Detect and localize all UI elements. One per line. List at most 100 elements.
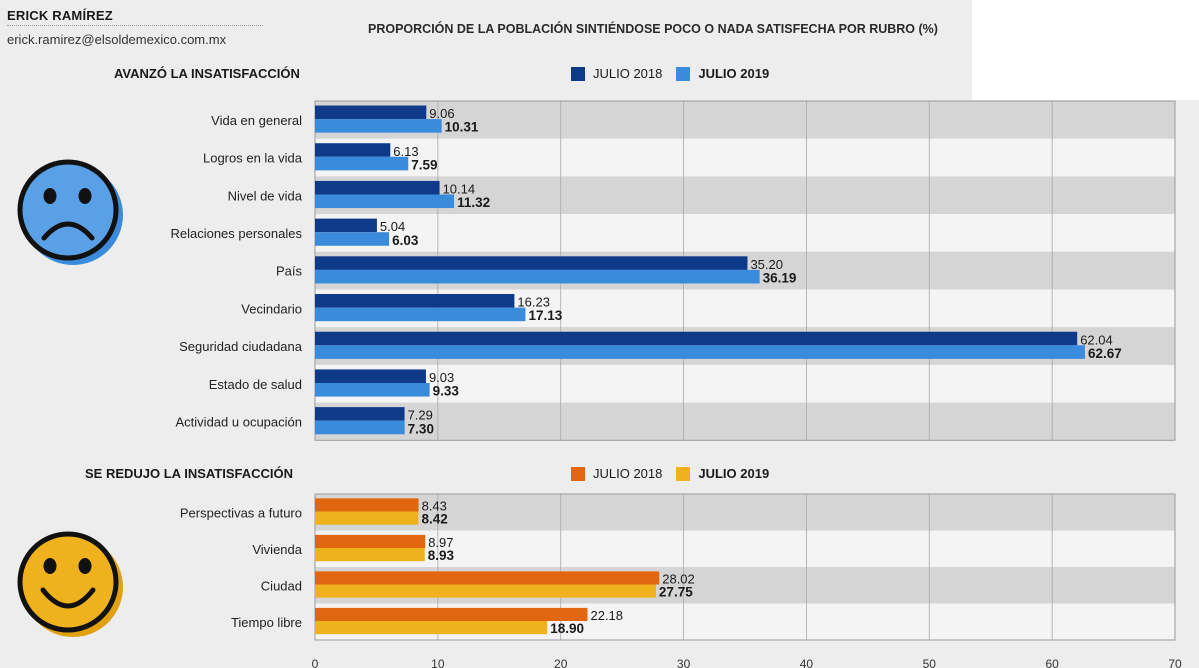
bar	[315, 156, 409, 171]
bar	[315, 607, 588, 622]
legend-swatch-2019	[676, 66, 691, 81]
category-label: Logros en la vida	[203, 151, 303, 166]
data-label: 8.97	[428, 535, 453, 550]
bar	[315, 534, 426, 549]
category-label: Vida en general	[211, 113, 302, 128]
bar	[315, 218, 377, 233]
bar	[315, 621, 548, 635]
legend-item-2019-yellow: JULIO 2019	[676, 466, 769, 481]
data-label: 7.59	[411, 157, 437, 172]
bar	[315, 345, 1085, 359]
row-band	[315, 494, 1175, 531]
row-band	[315, 530, 1175, 567]
data-label: 5.04	[380, 219, 405, 234]
x-tick-label: 0	[312, 657, 319, 668]
section-title-decrease: SE REDUJO LA INSATISFACCIÓN	[85, 466, 294, 481]
bar	[315, 369, 426, 383]
bar	[315, 256, 748, 270]
data-label: 7.30	[408, 421, 434, 436]
data-label: 27.75	[659, 585, 693, 600]
row-band	[315, 101, 1175, 139]
category-label: Ciudad	[261, 578, 302, 593]
bar	[315, 548, 425, 562]
data-label: 16.23	[517, 295, 550, 310]
legend-label-2019: JULIO 2019	[698, 66, 770, 81]
row-band	[315, 214, 1175, 252]
bar	[315, 194, 455, 209]
data-label: 9.33	[433, 384, 460, 399]
category-label: Seguridad ciudadana	[179, 339, 303, 354]
bar	[315, 382, 430, 397]
legend-swatch-2019-yellow	[676, 466, 691, 481]
data-label: 22.18	[590, 608, 623, 623]
chart-title: PROPORCIÓN DE LA POBLACIÓN SINTIÉNDOSE P…	[368, 22, 938, 36]
bar	[315, 331, 1078, 346]
data-label: 7.29	[408, 408, 433, 423]
x-tick-label: 50	[923, 657, 937, 668]
bar	[315, 307, 526, 322]
category-label: Actividad u ocupación	[176, 414, 302, 429]
category-label: Estado de salud	[209, 377, 302, 392]
bar	[315, 119, 442, 133]
legend-swatch-2018-orange	[571, 466, 585, 481]
data-label: 10.14	[443, 181, 476, 196]
category-label: Relaciones personales	[170, 226, 302, 241]
x-tick-label: 10	[431, 657, 445, 668]
x-tick-label: 70	[1168, 657, 1182, 668]
legend-label-2019-yellow: JULIO 2019	[698, 466, 770, 481]
data-label: 6.03	[392, 233, 419, 248]
data-label: 28.02	[662, 572, 695, 587]
bar	[315, 294, 515, 308]
legend-swatch-2018	[571, 66, 585, 81]
bar	[315, 180, 440, 195]
data-label: 6.13	[393, 144, 418, 159]
legend-decrease: JULIO 2018 JULIO 2019	[571, 466, 783, 481]
bar	[315, 232, 390, 246]
bar	[315, 143, 391, 157]
data-label: 9.03	[429, 370, 454, 385]
bar	[315, 420, 405, 435]
author-name: ERICK RAMÍREZ	[7, 8, 263, 26]
data-label: 10.31	[445, 120, 479, 135]
data-label: 8.42	[421, 512, 447, 527]
bar	[315, 571, 660, 585]
bar	[315, 105, 427, 120]
data-label: 36.19	[763, 270, 797, 285]
bar	[315, 498, 419, 512]
bar	[315, 511, 419, 525]
x-tick-label: 30	[677, 657, 691, 668]
x-tick-label: 40	[800, 657, 814, 668]
category-label: Perspectivas a futuro	[180, 505, 302, 520]
section-title-increase: AVANZÓ LA INSATISFACCIÓN	[114, 66, 300, 81]
category-label: Nivel de vida	[228, 188, 303, 203]
data-label: 62.67	[1088, 346, 1122, 361]
author-email: erick.ramirez@elsoldemexico.com.mx	[7, 32, 227, 47]
legend-item-2018-orange: JULIO 2018	[571, 466, 662, 481]
bar	[315, 407, 405, 421]
legend-increase: JULIO 2018 JULIO 2019	[571, 66, 783, 81]
legend-label-2018: JULIO 2018	[593, 66, 663, 81]
data-label: 18.90	[550, 621, 584, 636]
bar	[315, 584, 656, 598]
row-band	[315, 138, 1175, 177]
data-label: 62.04	[1080, 332, 1113, 347]
legend-label-2018-orange: JULIO 2018	[593, 466, 663, 481]
data-label: 17.13	[528, 308, 562, 323]
row-band	[315, 176, 1175, 215]
category-label: Tiempo libre	[231, 615, 302, 630]
legend-item-2018: JULIO 2018	[571, 66, 662, 81]
x-tick-label: 60	[1045, 657, 1059, 668]
sad-face-icon	[17, 159, 123, 265]
data-label: 9.06	[429, 106, 454, 121]
data-label: 8.43	[422, 499, 447, 514]
x-tick-label: 20	[554, 657, 568, 668]
bar	[315, 269, 760, 284]
data-label: 35.20	[750, 257, 783, 272]
category-label: País	[276, 264, 303, 279]
row-band	[315, 364, 1175, 403]
category-label: Vivienda	[252, 542, 302, 557]
data-label: 8.93	[428, 548, 455, 563]
data-label: 11.32	[457, 195, 490, 210]
happy-face-icon	[17, 531, 123, 637]
